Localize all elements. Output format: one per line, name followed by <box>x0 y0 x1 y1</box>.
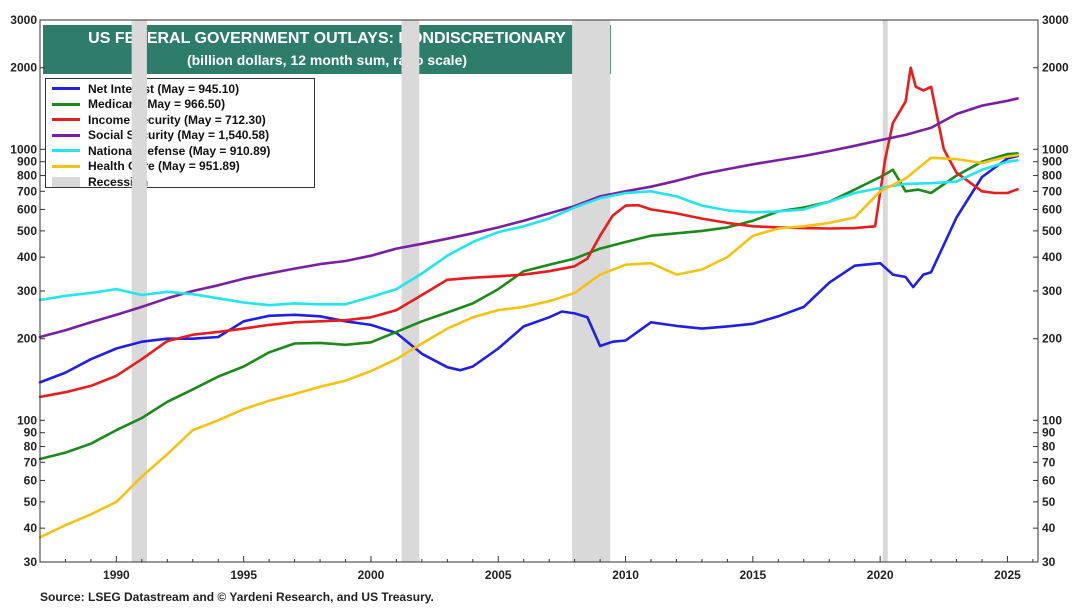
y-tick-label-right: 400 <box>1042 250 1062 264</box>
recession-band <box>131 20 147 562</box>
legend-item: Medicare (May = 966.50) <box>52 97 308 113</box>
y-tick-label: 30 <box>24 555 38 569</box>
x-tick-label: 1990 <box>103 568 130 582</box>
x-tick-label: 2010 <box>612 568 639 582</box>
y-tick-label-right: 600 <box>1042 202 1062 216</box>
legend-item: Health Care (May = 951.89) <box>52 159 308 175</box>
y-tick-label: 900 <box>17 155 37 169</box>
y-tick-label-right: 300 <box>1042 284 1062 298</box>
chart-subtitle: (billion dollars, 12 month sum, ratio sc… <box>186 52 468 68</box>
y-tick-label: 1000 <box>10 142 37 156</box>
y-tick-label: 60 <box>24 473 38 487</box>
legend-label: Medicare (May = 966.50) <box>88 97 226 112</box>
legend-swatch <box>52 149 80 153</box>
y-tick-label-right: 500 <box>1042 224 1062 238</box>
y-tick-label: 40 <box>24 521 38 535</box>
chart-title: US FEDERAL GOVERNMENT OUTLAYS: NONDISCRE… <box>88 30 566 47</box>
y-tick-label: 700 <box>17 184 37 198</box>
y-tick-label-right: 30 <box>1042 555 1056 569</box>
y-tick-label: 400 <box>17 250 37 264</box>
x-tick-label: 2000 <box>358 568 385 582</box>
y-tick-label: 100 <box>17 413 37 427</box>
y-tick-label-right: 90 <box>1042 426 1056 440</box>
legend-label: Net Interest (May = 945.10) <box>88 81 240 96</box>
recession-band <box>401 20 420 562</box>
y-tick-label-right: 200 <box>1042 332 1062 346</box>
legend-swatch <box>52 87 80 91</box>
recession-bands <box>131 20 888 562</box>
recession-band <box>882 20 888 562</box>
y-tick-label: 600 <box>17 202 37 216</box>
legend-swatch <box>52 164 80 168</box>
series-line <box>38 159 1019 307</box>
y-tick-label: 80 <box>24 440 38 454</box>
y-tick-label-right: 800 <box>1042 169 1062 183</box>
series-line <box>38 154 1019 384</box>
y-tick-label-right: 50 <box>1042 495 1056 509</box>
y-tick-label: 70 <box>24 455 38 469</box>
legend-swatch-recession <box>52 176 80 187</box>
y-tick-label-right: 2000 <box>1042 61 1069 75</box>
y-tick-label: 3000 <box>10 13 37 27</box>
y-tick-label-right: 100 <box>1042 413 1062 427</box>
y-tick-label-right: 70 <box>1042 455 1056 469</box>
x-tick-label: 2025 <box>994 568 1021 582</box>
y-tick-label-right: 60 <box>1042 473 1056 487</box>
x-tick-label: 1995 <box>230 568 257 582</box>
y-tick-label-right: 40 <box>1042 521 1056 535</box>
x-tick-label: 2020 <box>867 568 894 582</box>
legend-swatch <box>52 102 80 106</box>
y-tick-label-right: 1000 <box>1042 142 1069 156</box>
y-tick-label: 800 <box>17 169 37 183</box>
legend-swatch <box>52 118 80 122</box>
y-tick-label: 50 <box>24 495 38 509</box>
legend-item: Net Interest (May = 945.10) <box>52 81 308 97</box>
y-tick-label: 90 <box>24 426 38 440</box>
series-line <box>38 66 1019 399</box>
series-line <box>38 97 1019 339</box>
y-tick-label-right: 80 <box>1042 440 1056 454</box>
x-tick-label: 2015 <box>740 568 767 582</box>
y-tick-label: 2000 <box>10 61 37 75</box>
y-tick-label-right: 3000 <box>1042 13 1069 27</box>
source-note: Source: LSEG Datastream and © Yardeni Re… <box>40 590 434 604</box>
y-tick-label-right: 900 <box>1042 155 1062 169</box>
series-line <box>38 153 1019 539</box>
series-lines <box>38 66 1019 539</box>
x-tick-label: 2005 <box>485 568 512 582</box>
y-tick-label: 500 <box>17 224 37 238</box>
series-line <box>38 152 1019 461</box>
y-tick-label-right: 700 <box>1042 184 1062 198</box>
legend-swatch <box>52 133 80 137</box>
y-tick-label: 300 <box>17 284 37 298</box>
y-tick-label: 200 <box>17 332 37 346</box>
legend-label: Health Care (May = 951.89) <box>88 159 240 174</box>
